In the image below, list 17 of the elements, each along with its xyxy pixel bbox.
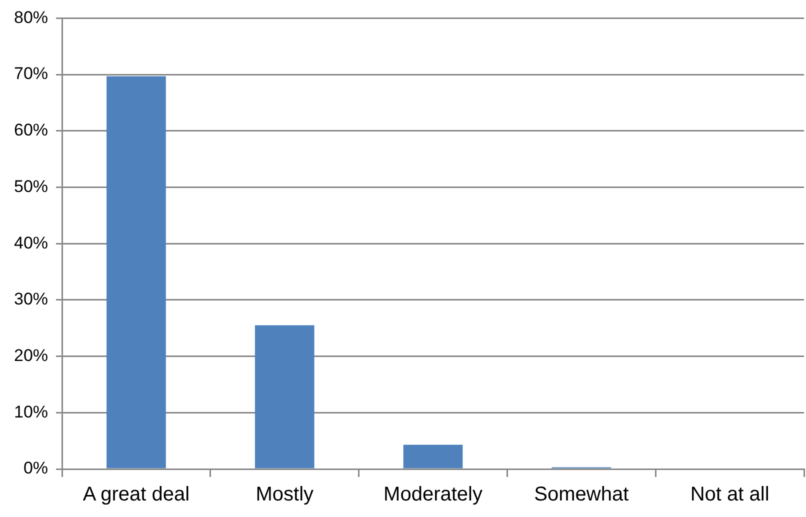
y-tick-label: 70% [14,64,48,84]
y-tick-label: 20% [14,346,48,365]
x-tick-label: Mostly [256,484,314,506]
y-tick-label: 80% [14,8,48,27]
y-tick-label: 10% [14,402,48,422]
bar [403,444,463,468]
y-tick-label: 40% [14,233,48,252]
x-tick-label: Somewhat [534,484,630,506]
x-tick-label: Not at all [690,484,770,506]
x-tick-label: A great deal [82,484,190,506]
y-tick-label: 0% [23,458,48,478]
x-tick-label: Moderately [384,484,482,506]
y-tick-label: 60% [14,120,48,140]
bar [254,325,314,468]
y-tick-label: 50% [14,176,48,196]
bar [106,76,166,468]
y-tick-label: 30% [14,290,48,309]
